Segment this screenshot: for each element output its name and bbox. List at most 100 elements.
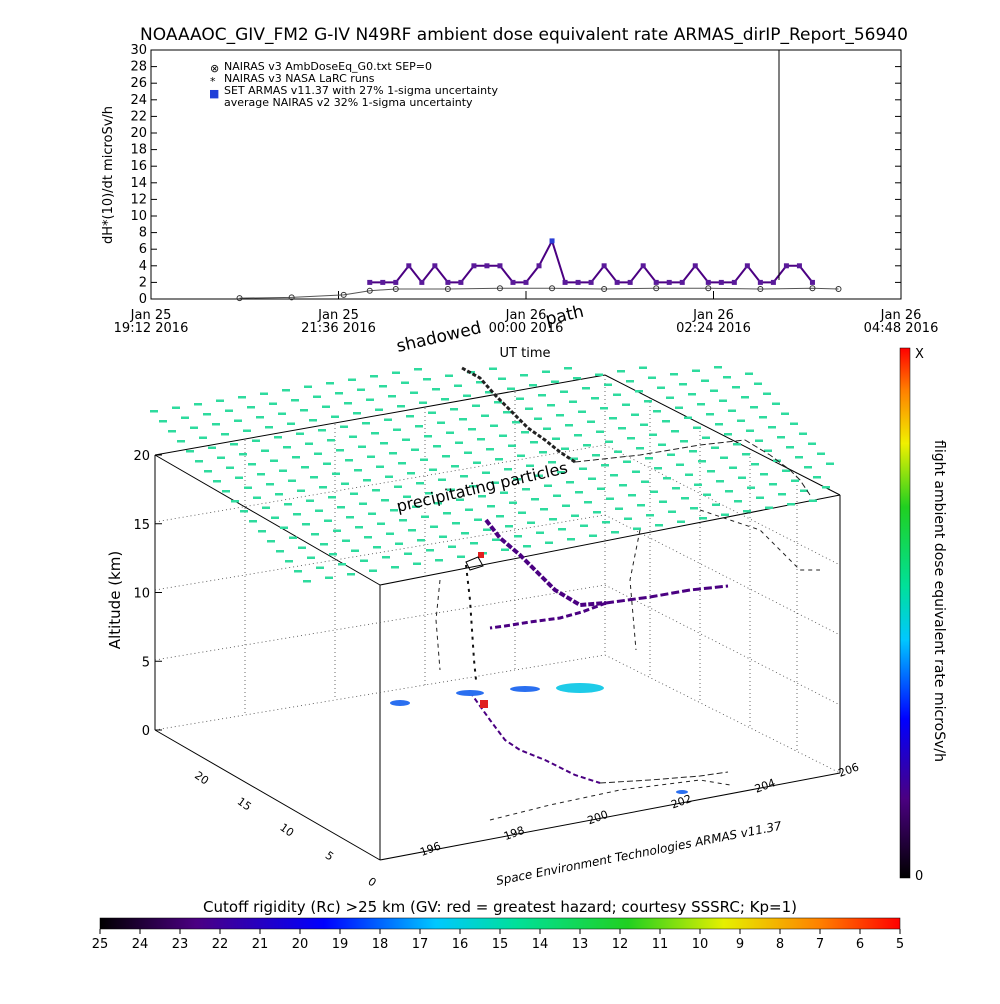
armas-point	[432, 263, 438, 269]
particle-dot	[401, 381, 409, 384]
x-tick-time: 19:12 2016	[114, 321, 189, 336]
particle-dot	[275, 493, 283, 496]
y-tick-label: 26	[130, 76, 147, 91]
legend-entry-4: average NAIRAS v2 32% 1-sigma uncertaint…	[224, 96, 473, 109]
particle-dot	[587, 420, 595, 423]
particle-dot	[723, 376, 731, 379]
particle-dot	[499, 434, 507, 437]
particle-dot	[571, 514, 579, 517]
particle-dot	[507, 387, 515, 390]
particle-dot	[490, 424, 498, 427]
particle-dot	[247, 406, 255, 409]
particle-dot	[425, 492, 433, 495]
x-tick-time: 21:36 2016	[301, 321, 376, 336]
particle-dot	[267, 540, 275, 543]
particle-dot	[703, 493, 711, 496]
particle-dot	[715, 423, 723, 426]
particle-dot	[614, 450, 622, 453]
particle-dot	[650, 490, 658, 493]
particle-dot	[390, 509, 398, 512]
particle-dot	[646, 514, 654, 517]
particle-dot	[698, 460, 706, 463]
particle-dot	[369, 569, 377, 572]
particle-dot	[684, 416, 692, 419]
armas-point	[549, 238, 555, 244]
particle-dot	[573, 377, 581, 380]
particle-dot	[373, 546, 381, 549]
nairas-point	[809, 285, 816, 292]
particle-dot	[534, 417, 542, 420]
particle-dot	[370, 375, 378, 378]
armas-point	[562, 279, 568, 285]
particle-dot	[204, 470, 212, 473]
particle-dot	[415, 425, 423, 428]
particle-dot	[604, 383, 612, 386]
particle-dot	[456, 498, 464, 501]
particle-dot	[817, 452, 825, 455]
particle-dot	[226, 466, 234, 469]
particle-dot	[253, 496, 261, 499]
particle-dot	[662, 420, 670, 423]
particle-dot	[382, 556, 390, 559]
particle-dot	[556, 414, 564, 417]
armas-point	[471, 263, 477, 269]
particle-dot	[482, 471, 490, 474]
particle-dot	[645, 457, 653, 460]
particle-dot	[377, 522, 385, 525]
particle-dot	[791, 479, 799, 482]
z-tick-label: 20	[133, 449, 150, 464]
particle-dot	[337, 506, 345, 509]
y-tick-label: 30	[130, 43, 147, 58]
x-tick-day: Jan 26	[505, 308, 547, 323]
particle-dot	[763, 392, 771, 395]
particle-dot	[692, 369, 700, 372]
particle-dot	[303, 580, 311, 583]
particle-dot	[252, 439, 260, 442]
particle-dot	[372, 489, 380, 492]
particle-dot	[442, 455, 450, 458]
particle-dot	[336, 449, 344, 452]
particle-dot	[406, 415, 414, 418]
particle-dot	[786, 446, 794, 449]
particle-dot	[685, 473, 693, 476]
particle-dot	[600, 407, 608, 410]
particle-dot	[455, 441, 463, 444]
particle-dot	[759, 416, 767, 419]
particle-dot	[745, 372, 753, 375]
particle-dot	[721, 513, 729, 516]
particle-dot	[270, 459, 278, 462]
z-tick-label: 5	[142, 655, 150, 670]
particle-dot	[408, 529, 416, 532]
particle-dot	[624, 517, 632, 520]
particle-dot	[429, 468, 437, 471]
particle-dot	[588, 477, 596, 480]
armas-point	[679, 279, 685, 285]
particle-dot	[195, 460, 203, 463]
hcolorbar-tick-label: 24	[132, 937, 149, 952]
particle-dot	[579, 467, 587, 470]
particle-dot	[677, 520, 685, 523]
lat-tick-label: 15	[235, 795, 254, 814]
particle-dot	[553, 494, 561, 497]
nairas-point	[366, 287, 373, 294]
hcolorbar-tick-label: 15	[492, 937, 509, 952]
particle-dot	[172, 406, 180, 409]
particle-dot	[584, 501, 592, 504]
particle-dot	[260, 392, 268, 395]
particle-dot	[225, 409, 233, 412]
x-tick-day: Jan 26	[692, 308, 734, 323]
region-marker	[465, 556, 484, 571]
nairas-point	[549, 285, 556, 292]
particle-dot	[495, 458, 503, 461]
particle-dot	[500, 491, 508, 494]
hcolorbar-tick-label: 12	[612, 937, 629, 952]
particle-dot	[327, 439, 335, 442]
particle-dot	[304, 385, 312, 388]
hcolorbar-tick-label: 16	[452, 937, 469, 952]
particle-dot	[289, 536, 297, 539]
hcolorbar-tick-label: 20	[292, 937, 309, 952]
particle-dot	[452, 522, 460, 525]
particle-dot	[345, 459, 353, 462]
nairas-point	[496, 285, 503, 292]
